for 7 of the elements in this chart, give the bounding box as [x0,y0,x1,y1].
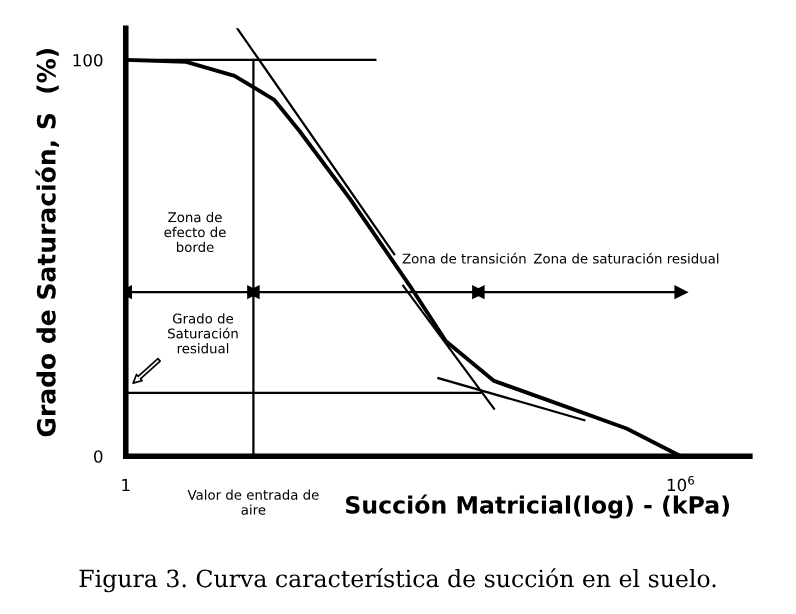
y-axis-title: Grado de Saturación, S (%) [35,49,59,437]
x-tick-label: 10$^{6}$ [667,475,695,492]
x-axis-title: Succión Matricial(log) - (kPa) [346,494,729,519]
text: Figura 3. Curva característica de succión en el suelo. [79,568,716,593]
x-tick-label: 1 [122,478,130,492]
y-tick-label: 100 [73,53,103,67]
y-tick-label: 0 [94,450,103,463]
